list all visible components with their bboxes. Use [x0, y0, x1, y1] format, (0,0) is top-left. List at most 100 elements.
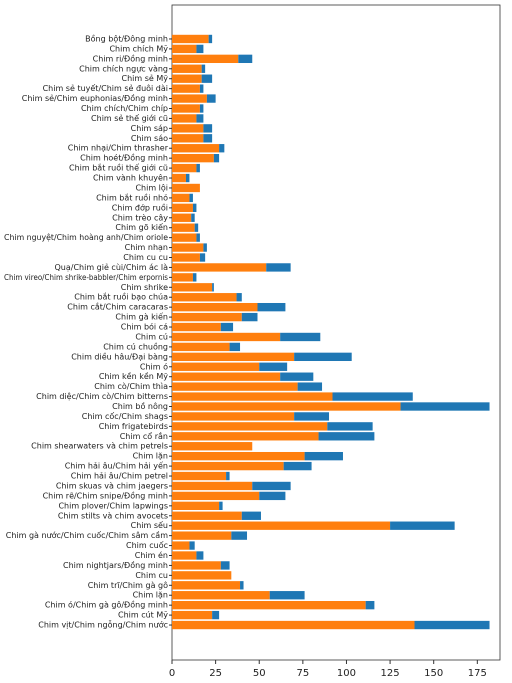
y-tick-label: Chim sẻ thế giới cũ	[91, 113, 168, 123]
bar-segment	[172, 144, 220, 153]
plot-frame	[171, 4, 501, 661]
y-tick-label: Chim chích Mỹ	[109, 44, 168, 53]
bar-segment	[212, 610, 220, 620]
y-tick-label: Chim ri/Đồng minh	[93, 53, 168, 63]
bar-segment	[172, 481, 253, 491]
bar-segment	[185, 173, 190, 183]
bar-segment	[220, 322, 234, 332]
bar-segment	[196, 551, 204, 560]
bar-segment	[172, 382, 298, 391]
bar-segment	[189, 193, 193, 203]
bar-segment	[172, 213, 192, 222]
bar-segment	[172, 263, 267, 272]
bar-segment	[172, 153, 214, 163]
bar-segment	[172, 124, 204, 133]
bar-segment	[172, 402, 401, 411]
bar-segment	[196, 163, 200, 173]
bar-segment	[172, 94, 207, 103]
y-tick-label: Chim cắt/Chim caracaras	[67, 302, 168, 312]
y-tick-label: Chim skuas và chim jaegers	[56, 481, 168, 490]
bar-segment	[208, 34, 213, 44]
y-tick-label: Chim bói cá	[121, 322, 168, 332]
y-tick-label: Chim nguyệt/Chim hoàng anh/Chim oriole	[4, 232, 168, 242]
y-tick-label: Chim sáp	[131, 124, 168, 133]
bar-segment	[304, 451, 343, 461]
bar-segment	[172, 223, 195, 232]
y-tick-label: Chim stilts và chim avocets	[58, 511, 168, 520]
bar-segment	[414, 620, 490, 630]
y-tick-label: Chim cuốc	[126, 540, 168, 550]
bar-segment	[172, 312, 242, 322]
bar-segment	[194, 223, 199, 232]
y-tick-label: Chim bồ nông	[112, 401, 168, 411]
bar-segment	[172, 581, 241, 590]
bar-segment	[365, 600, 375, 610]
y-tick-label: Chim sáo	[131, 134, 168, 143]
bar-segment	[172, 342, 230, 352]
bar-segment	[172, 620, 415, 630]
y-tick-label: Chim vireo/Chim shrike-babbler/Chim erpo…	[4, 273, 168, 282]
y-tick-label: Chim rẽ/Chim snipe/Đồng minh	[43, 490, 168, 500]
y-tick-label: Chim plover/Chim lapwings	[58, 501, 168, 510]
y-tick-label: Chim cút Mỹ	[118, 611, 168, 620]
y-tick-label: Chim chích ngực vàng	[79, 64, 168, 74]
bar-segment	[199, 104, 204, 113]
y-tick-label: Chim lội	[135, 182, 168, 192]
bar-segment	[172, 362, 260, 371]
bar-segment	[172, 193, 190, 203]
bar-segment	[172, 173, 186, 183]
bar-segment	[280, 372, 314, 381]
bar-segment	[172, 471, 227, 481]
y-tick-label: Chim lặn	[133, 591, 168, 601]
y-tick-label: Chim sếu	[131, 520, 168, 530]
y-tick-label: Chim cú	[135, 332, 168, 341]
y-tick-label: Chim sẻ/Chim euphonias/Đồng minh	[22, 93, 168, 103]
y-tick-label: Chim trĩ/Chim gà gô	[88, 580, 168, 590]
x-tick-label: 0	[169, 668, 175, 679]
bar-segment	[203, 124, 213, 133]
y-tick-label: Chim cu cu	[123, 253, 168, 262]
bar-segment	[172, 501, 220, 511]
bar-segment	[172, 233, 197, 242]
y-tick-label: Chim cú chuồng	[103, 341, 168, 351]
bar-segment	[280, 332, 321, 342]
y-tick-label: Chim trèo cây	[112, 212, 168, 222]
bar-segment	[172, 163, 197, 173]
y-tick-label: Chim cốc/Chim shags	[82, 411, 168, 421]
bar-segment	[294, 352, 352, 362]
bar-segment	[172, 442, 253, 451]
y-tick-label: Chim gà nước/Chim cuốc/Chim sâm cầm	[6, 530, 168, 540]
bar-segment	[236, 293, 242, 302]
bar-segment	[172, 352, 295, 362]
bar-segment	[199, 253, 206, 262]
bar-segment	[196, 114, 204, 123]
y-tick-label: Chim nhạn	[125, 243, 168, 253]
bar-segment	[172, 203, 193, 213]
bar-segment	[172, 84, 200, 93]
bar-segment	[203, 243, 207, 252]
bar-segment	[172, 293, 237, 302]
bar-segment	[332, 392, 413, 401]
bar-segment	[201, 64, 206, 73]
y-tick-label: Chim bắt ruồi nhỏ	[96, 192, 168, 202]
y-tick-label: Chim ó	[140, 361, 168, 371]
bar-segment	[172, 183, 200, 193]
bar-segment	[172, 302, 258, 312]
bar-segment	[219, 501, 223, 511]
y-tick-label: Chim nhại/Chim thrasher	[68, 144, 169, 154]
y-tick-label: Chim chích/Chim chíp	[81, 104, 168, 113]
bar-segment	[172, 34, 209, 44]
bar-segment	[201, 74, 213, 83]
y-tick-label: Chim đớp ruồi	[112, 202, 168, 212]
bar-segment	[294, 412, 330, 421]
bar-segment	[172, 511, 242, 520]
bar-segment	[172, 134, 204, 143]
bar-segment	[192, 203, 197, 213]
bar-segment	[172, 392, 333, 401]
bar-segment	[219, 144, 225, 153]
bar-segment	[172, 54, 239, 64]
bar-segment	[400, 402, 490, 411]
y-tick-label: Chim gõ kiến	[115, 222, 168, 232]
bar-segment	[172, 253, 200, 262]
